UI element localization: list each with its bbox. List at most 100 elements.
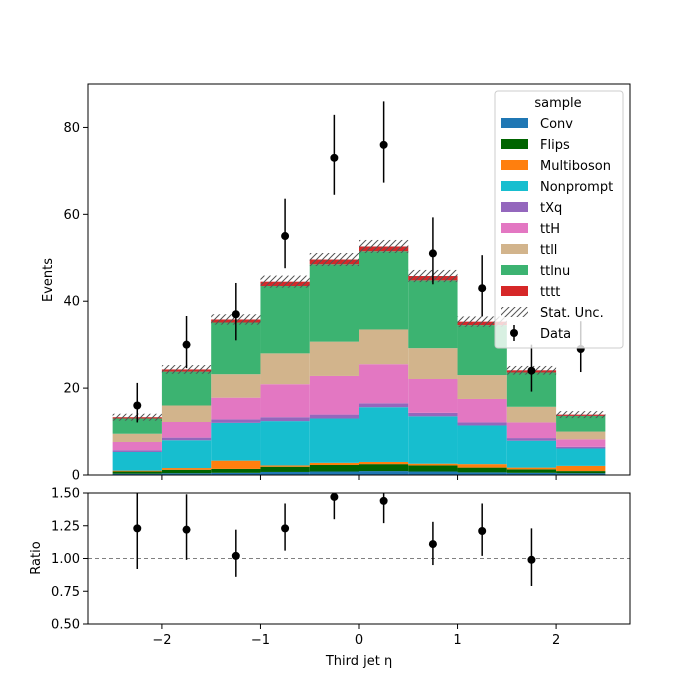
stat-unc-bin-7 <box>457 316 507 327</box>
main-x-axis-ticks <box>161 475 557 480</box>
bar-nonprompt-bin-2 <box>211 422 261 461</box>
data-point-8 <box>527 366 536 375</box>
bar-conv-bin-6 <box>408 471 458 475</box>
bar-ttlnu-bin-0 <box>112 418 162 434</box>
ratio-point-7 <box>478 526 487 535</box>
y-axis-label: Events <box>41 258 56 302</box>
bar-tth-bin-7 <box>457 398 507 423</box>
bar-ttll-bin-7 <box>457 375 507 399</box>
bar-conv-bin-7 <box>457 472 507 475</box>
legend-label-data: Data <box>540 327 571 342</box>
y-tick-label-4: 80 <box>63 121 80 136</box>
bar-tth-bin-8 <box>506 422 557 439</box>
bar-ttll-bin-8 <box>506 406 557 423</box>
y-tick-label-3: 60 <box>63 208 80 223</box>
legend-label-txq: tXq <box>540 201 562 216</box>
ratio-point-1 <box>182 525 191 534</box>
data-point-6 <box>428 249 437 258</box>
bar-ttll-bin-6 <box>408 348 458 379</box>
bar-ttlnu-bin-9 <box>556 415 606 432</box>
bar-tth-bin-9 <box>556 439 606 447</box>
bar-ttll-bin-5 <box>359 329 409 365</box>
ratio-y-tick-label-1: 0.75 <box>51 585 80 600</box>
main-y-axis: 0 20 40 60 80 <box>63 121 88 484</box>
bar-nonprompt-bin-9 <box>556 448 606 466</box>
ratio-plot-background <box>88 493 630 624</box>
bar-multiboson-bin-4 <box>309 462 359 466</box>
bar-ttlnu-bin-3 <box>260 286 310 354</box>
bar-conv-bin-4 <box>309 471 359 475</box>
ratio-point-4 <box>330 492 339 501</box>
bar-txq-bin-7 <box>457 422 507 426</box>
ratio-point-2 <box>231 551 240 560</box>
bar-multiboson-bin-9 <box>556 465 606 472</box>
ratio-y-tick-label-0: 0.50 <box>51 618 80 633</box>
legend-label-conv: Conv <box>540 117 573 132</box>
legend-swatch-multiboson <box>501 160 528 170</box>
legend-swatch-conv <box>501 118 528 128</box>
legend-label-stat-unc: Stat. Unc. <box>540 306 604 321</box>
bar-ttll-bin-4 <box>309 341 359 376</box>
bar-ttlnu-bin-4 <box>309 264 359 342</box>
legend-swatch-ttlnu <box>501 265 528 275</box>
legend-box <box>494 90 624 349</box>
bar-tth-bin-0 <box>112 441 162 451</box>
legend-label-ttll: ttll <box>540 243 557 258</box>
bar-flips-bin-5 <box>359 464 409 472</box>
bar-flips-bin-2 <box>211 468 261 473</box>
y-tick-label-1: 20 <box>63 382 80 397</box>
bar-conv-bin-2 <box>211 472 261 475</box>
bar-nonprompt-bin-6 <box>408 416 458 464</box>
data-point-3 <box>281 232 290 241</box>
ratio-y-tick-label-3: 1.25 <box>51 519 80 534</box>
data-point-5 <box>379 140 388 149</box>
bar-nonprompt-bin-4 <box>309 418 359 463</box>
x-tick-label-4: 2 <box>552 633 560 648</box>
legend-swatch-txq <box>501 202 528 212</box>
bar-nonprompt-bin-8 <box>506 440 557 468</box>
ratio-y-tick-label-4: 1.50 <box>51 487 80 502</box>
bar-ttll-bin-1 <box>161 405 212 422</box>
ratio-point-8 <box>527 555 536 564</box>
bar-flips-bin-7 <box>457 467 507 473</box>
bar-conv-bin-3 <box>260 471 310 475</box>
legend-label-flips: Flips <box>540 138 570 153</box>
x-axis-label: Third jet η <box>325 654 392 669</box>
data-points <box>133 101 585 423</box>
legend-label-tttt: tttt <box>540 285 560 300</box>
stat-unc-bin-3 <box>260 275 310 288</box>
bar-multiboson-bin-7 <box>457 464 507 468</box>
bar-multiboson-bin-2 <box>211 460 261 469</box>
bar-multiboson-bin-8 <box>506 467 557 470</box>
data-point-7 <box>478 284 487 293</box>
bar-ttlnu-bin-1 <box>161 371 212 406</box>
x-axis: −2 −1 0 1 2 <box>152 624 560 648</box>
ratio-y-tick-label-2: 1.00 <box>51 552 80 567</box>
bar-multiboson-bin-5 <box>359 461 409 465</box>
bar-ttll-bin-3 <box>260 353 310 385</box>
bar-conv-bin-0 <box>112 473 162 475</box>
bar-ttll-bin-0 <box>112 433 162 442</box>
stat-unc-bin-9 <box>556 411 606 419</box>
legend-swatch-ttll <box>501 244 528 254</box>
data-point-4 <box>330 153 339 162</box>
data-point-2 <box>231 310 240 319</box>
bar-conv-bin-5 <box>359 471 409 475</box>
legend-swatch-tttt <box>501 286 528 296</box>
bar-flips-bin-6 <box>408 465 458 472</box>
stat-unc-bin-5 <box>359 239 409 253</box>
legend-swatch-nonprompt <box>501 181 528 191</box>
ratio-point-5 <box>379 496 388 505</box>
x-tick-label-0: −2 <box>152 633 171 648</box>
legend: sample Conv Flips Multiboson Nonprompt tXq ttH… <box>494 90 624 349</box>
legend-label-nonprompt: Nonprompt <box>540 180 613 195</box>
bar-flips-bin-8 <box>506 469 557 473</box>
bar-txq-bin-6 <box>408 412 458 417</box>
bar-tth-bin-2 <box>211 397 261 420</box>
bar-conv-bin-8 <box>506 472 557 475</box>
ratio-y-axis: 0.50 0.75 1.00 1.25 1.50 <box>51 487 88 633</box>
bar-txq-bin-1 <box>161 437 212 441</box>
bar-ttlnu-bin-6 <box>408 280 458 349</box>
bar-tth-bin-1 <box>161 421 212 438</box>
